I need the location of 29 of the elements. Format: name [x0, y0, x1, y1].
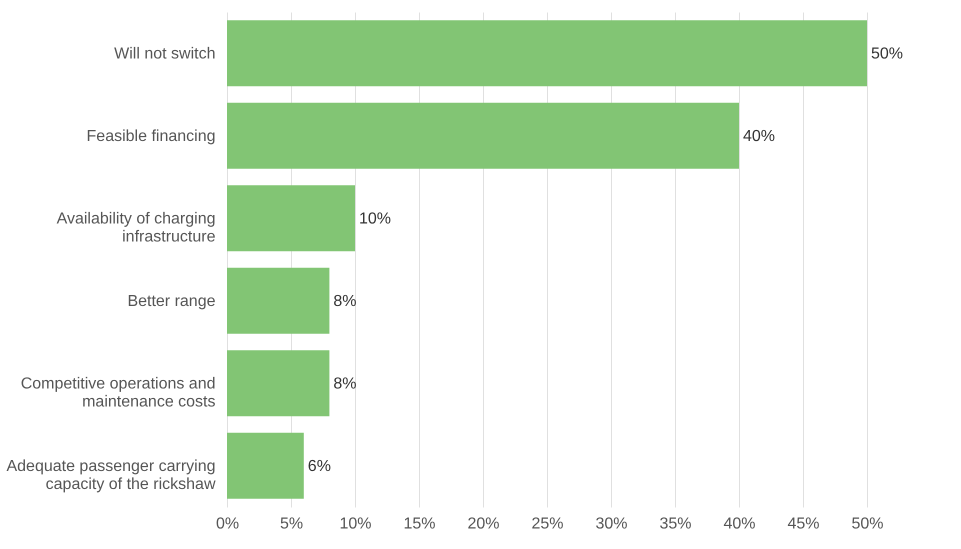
bar — [227, 185, 355, 252]
x-tick-label: 30% — [595, 516, 628, 532]
data-label: 8% — [333, 292, 357, 310]
x-tick-label: 50% — [851, 516, 884, 532]
bar — [227, 432, 304, 499]
x-tick-label: 25% — [531, 516, 564, 532]
y-tick-label: Feasible financing — [86, 128, 216, 145]
y-tick-label: Better range — [127, 292, 216, 310]
bar — [227, 102, 739, 169]
x-tick-label: 5% — [280, 516, 304, 532]
bar — [227, 268, 330, 334]
y-tick-label: Adequate passenger carrying capacity of the rickshaw — [6, 458, 216, 493]
y-tick-label: Will not switch — [114, 45, 216, 62]
data-label: 6% — [308, 458, 331, 475]
data-label: 50% — [871, 45, 904, 62]
bar — [227, 350, 330, 416]
bar — [227, 20, 867, 86]
data-label: 10% — [359, 210, 392, 228]
x-tick-label: 0% — [216, 516, 240, 532]
data-label: 40% — [743, 128, 776, 145]
y-tick-label: Competitive operations and maintenance costs — [20, 375, 216, 410]
x-tick-label: 10% — [339, 516, 372, 532]
x-tick-label: 20% — [467, 516, 500, 532]
x-tick-label: 15% — [403, 516, 436, 532]
y-tick-label: Availability of charging infrastructure — [56, 210, 216, 246]
data-label: 8% — [333, 375, 357, 392]
x-tick-label: 45% — [787, 516, 820, 532]
x-tick-label: 40% — [723, 516, 756, 532]
x-tick-label: 35% — [659, 516, 692, 532]
